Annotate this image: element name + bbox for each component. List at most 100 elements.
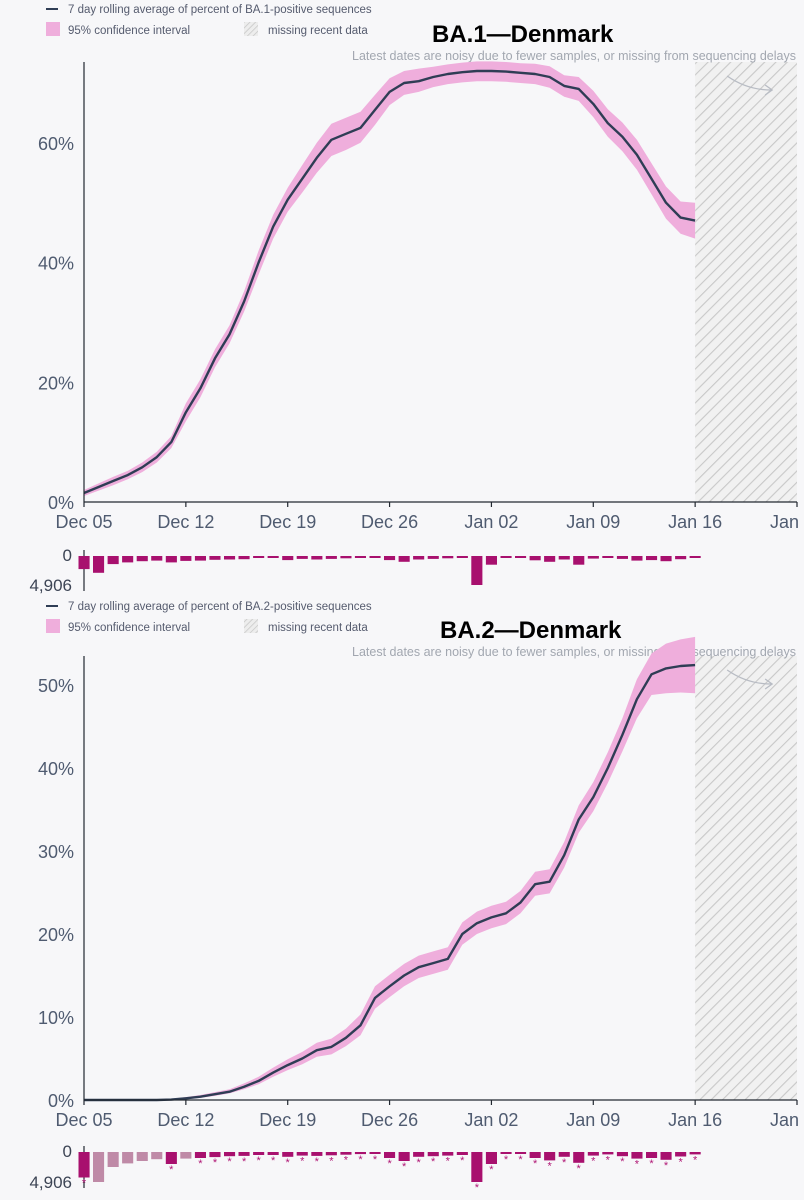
sample-count-bar — [78, 1152, 90, 1178]
sample-count-bar — [442, 1152, 454, 1156]
low-confidence-marker: * — [417, 1157, 422, 1169]
sample-count-bar — [544, 556, 556, 562]
y-tick-label: 30% — [38, 842, 74, 862]
low-confidence-marker: * — [678, 1157, 683, 1169]
low-confidence-marker: * — [693, 1154, 698, 1166]
y-tick-label: 60% — [38, 134, 74, 154]
sample-count-bar — [442, 556, 454, 559]
bar-min-label: 0 — [63, 546, 72, 565]
sample-count-bar — [515, 556, 527, 558]
sample-count-bar — [296, 1152, 308, 1156]
x-tick-labels: Dec 05 Dec 12 Dec 19 Dec 26 Jan 02 Jan 09 Jan … — [55, 502, 799, 532]
legend: 7 day rolling average of percent of BA.1… — [46, 4, 372, 37]
x-tick-label: Dec 12 — [157, 512, 214, 532]
low-confidence-marker: * — [227, 1156, 232, 1168]
sample-count-bar — [340, 556, 352, 559]
noisy-data-note: Latest dates are noisy due to fewer samp… — [352, 645, 796, 659]
sample-count-bar — [93, 556, 105, 573]
sample-count-bar — [151, 1152, 163, 1160]
missing-data-region — [695, 656, 797, 1100]
legend-band-label: 95% confidence interval — [68, 25, 190, 37]
arrow-icon — [726, 669, 774, 690]
sample-count-bar — [282, 1152, 294, 1157]
low-confidence-marker: * — [358, 1154, 363, 1166]
legend-missing-swatch — [244, 619, 258, 633]
sample-count-bar — [267, 1152, 279, 1155]
confidence-band — [84, 636, 696, 1100]
x-tick-label: Dec 26 — [361, 512, 418, 532]
x-tick-label: Jan — [770, 512, 799, 532]
low-confidence-marker: * — [577, 1163, 582, 1175]
legend-band-swatch — [46, 22, 60, 36]
low-confidence-marker: * — [664, 1160, 669, 1172]
sample-count-bar — [224, 1152, 236, 1157]
y-tick-label: 50% — [38, 676, 74, 696]
x-tick-label: Jan 16 — [668, 512, 722, 532]
sample-count-bar — [558, 556, 570, 560]
low-confidence-marker: * — [256, 1155, 261, 1167]
x-tick-label: Jan 16 — [668, 1110, 722, 1130]
x-tick-label: Dec 12 — [157, 1110, 214, 1130]
sample-count-bar — [122, 1152, 134, 1164]
sample-count-bar — [325, 556, 337, 559]
y-tick-labels: 0% 10% 20% 30% 40% 50% — [38, 676, 74, 1111]
sample-count-bar — [689, 1152, 701, 1155]
sample-count-bar — [354, 1152, 366, 1155]
sample-count-bar — [78, 556, 90, 570]
y-tick-label: 0% — [48, 493, 74, 513]
sample-count-bar — [107, 1152, 119, 1167]
legend-band-swatch — [46, 619, 60, 633]
sample-count-bar — [675, 1152, 687, 1157]
low-confidence-marker: * — [518, 1154, 523, 1166]
sample-count-bar — [151, 556, 163, 561]
x-tick-label: Jan — [770, 1110, 799, 1130]
sample-count-bar — [529, 556, 541, 561]
sample-count-bar — [369, 556, 381, 558]
x-tick-label: Jan 02 — [464, 512, 518, 532]
sample-count-bar — [165, 1152, 177, 1164]
sample-count-bar — [136, 556, 148, 562]
sample-count-bar — [573, 1152, 585, 1163]
low-confidence-marker: * — [402, 1161, 407, 1173]
sample-count-bar — [384, 556, 396, 561]
sample-count-bar — [282, 556, 294, 561]
sample-count-bar — [587, 556, 599, 559]
low-confidence-marker: * — [649, 1158, 654, 1170]
sample-count-bar — [398, 1152, 410, 1161]
missing-data-region — [695, 62, 797, 502]
ba2-chart: 7 day rolling average of percent of BA.2… — [29, 601, 799, 1194]
sample-count-bar — [485, 556, 497, 565]
noisy-data-note: Latest dates are noisy due to fewer samp… — [352, 49, 796, 63]
x-tick-label: Dec 05 — [55, 1110, 112, 1130]
sample-count-bar — [529, 1152, 541, 1158]
sample-count-bar — [587, 1152, 599, 1156]
sample-count-bar — [253, 1152, 265, 1155]
low-confidence-marker: * — [504, 1154, 509, 1166]
sample-count-bar — [660, 556, 672, 562]
low-confidence-marker: * — [169, 1164, 174, 1176]
sample-count-bar — [311, 1152, 323, 1156]
sample-count-bar — [194, 556, 206, 561]
low-confidence-marker: * — [373, 1154, 378, 1166]
y-tick-label: 20% — [38, 925, 74, 945]
sample-count-bar — [660, 1152, 672, 1160]
sample-count-bar — [340, 1152, 352, 1155]
y-tick-labels: 0% 20% 40% 60% — [38, 134, 74, 513]
sample-count-bar — [296, 556, 308, 559]
sample-count-bar — [413, 1152, 425, 1157]
sample-count-bar — [238, 556, 250, 560]
sample-count-bar — [689, 556, 701, 558]
x-tick-labels: Dec 05 Dec 12 Dec 19 Dec 26 Jan 02 Jan 09 Jan … — [55, 1100, 799, 1130]
sample-count-bar — [602, 556, 614, 558]
legend-band-label: 95% confidence interval — [68, 622, 190, 634]
sample-count-bar — [384, 1152, 396, 1158]
legend-missing-swatch — [244, 22, 258, 36]
low-confidence-marker: * — [82, 1178, 87, 1190]
sample-count-bars: 0 4,906 * * * * * * * * * * * * * * * * * * * * * * * * * * * * * * * *… — [29, 1142, 701, 1194]
sample-count-bar — [180, 1152, 192, 1159]
sample-count-bar — [558, 1152, 570, 1157]
sample-count-bar — [180, 556, 192, 561]
low-confidence-marker: * — [489, 1164, 494, 1176]
low-confidence-marker: * — [242, 1156, 247, 1168]
x-tick-label: Jan 09 — [566, 1110, 620, 1130]
